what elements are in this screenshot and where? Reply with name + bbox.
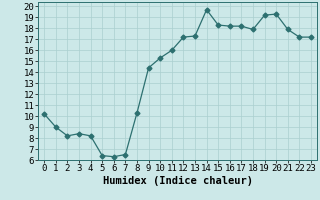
X-axis label: Humidex (Indice chaleur): Humidex (Indice chaleur)	[103, 176, 252, 186]
